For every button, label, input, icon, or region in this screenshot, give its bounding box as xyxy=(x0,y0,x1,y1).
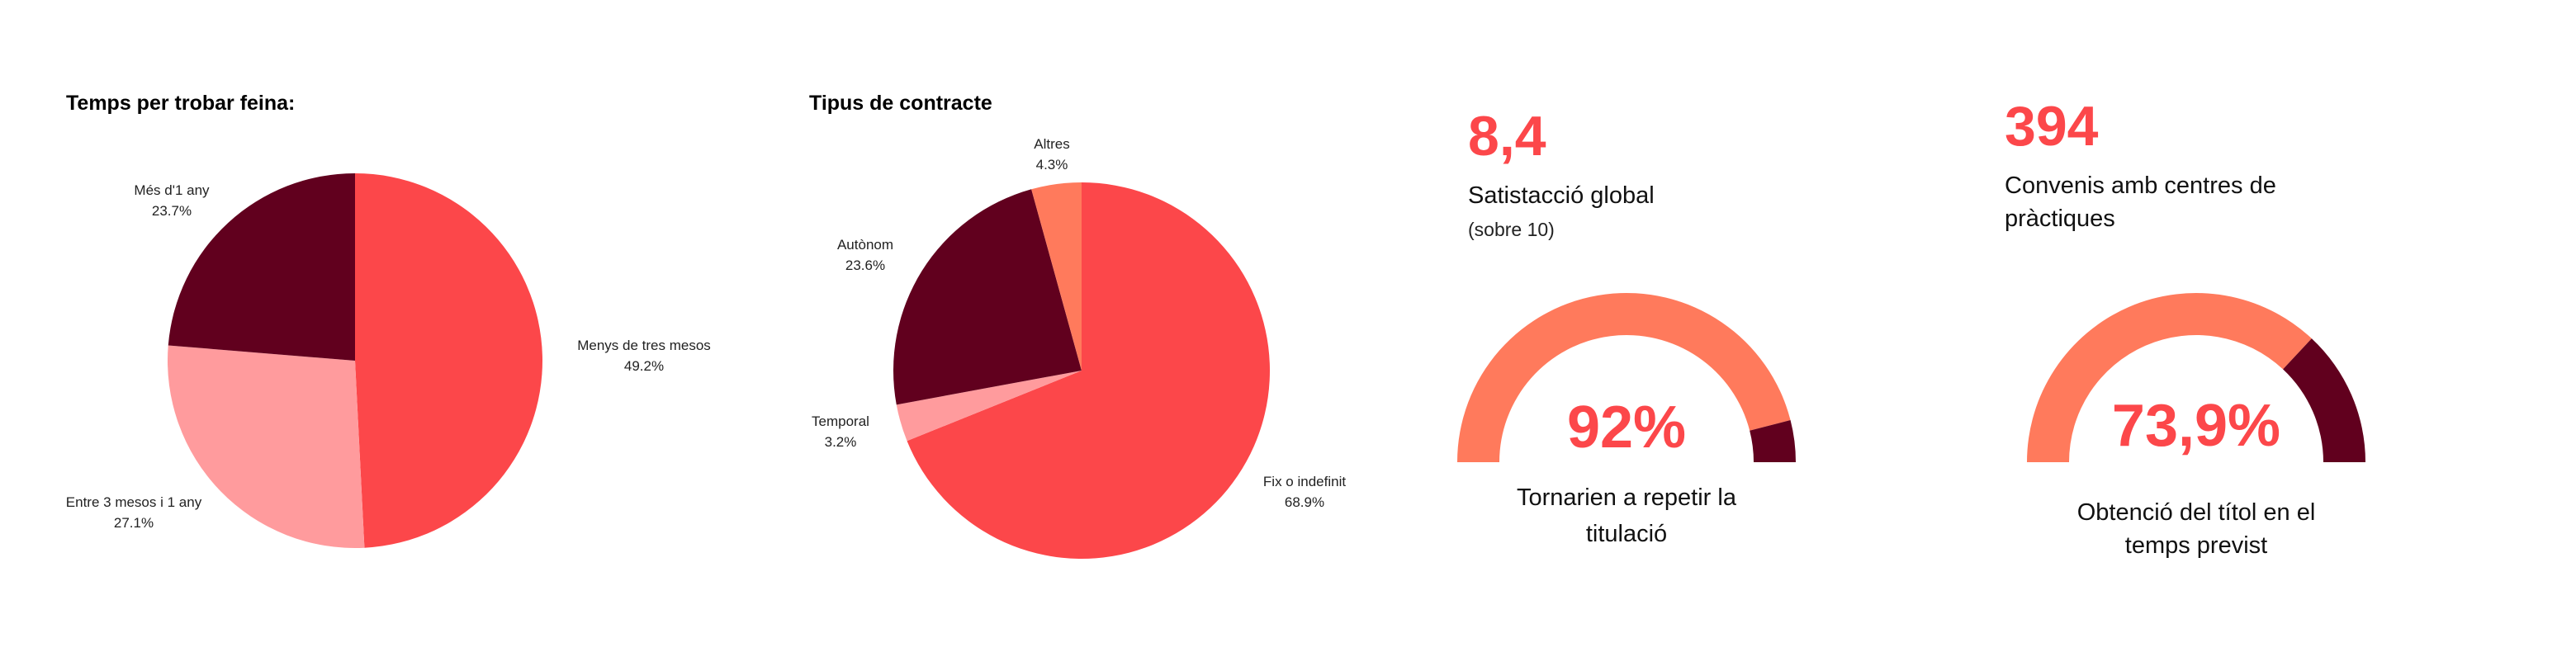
pie-labels: Menys de tres mesos 49.2% Entre 3 mesos i … xyxy=(66,182,711,531)
slice-label: Entre 3 mesos i 1 any xyxy=(66,494,202,510)
kpi-value: 8,4 xyxy=(1468,105,1546,168)
gauge-caption-line-1: Obtenció del títol en el xyxy=(2077,499,2316,526)
pie-slice-menys-de-tres-mesos xyxy=(355,173,543,548)
gauge-caption-line-1: Tornarien a repetir la xyxy=(1517,484,1737,511)
slice-label: Autònom xyxy=(837,237,893,253)
slice-value-label: 49.2% xyxy=(624,358,664,374)
slice-value-label: 23.7% xyxy=(152,203,192,219)
slice-value-label: 3.2% xyxy=(825,434,857,450)
pie-slices xyxy=(168,173,543,548)
pie-chart-contract-type: Tipus de contracte Fix o indefinit 68.9% T… xyxy=(809,92,1346,559)
gauge-arc-remaining xyxy=(1750,420,1796,462)
pie-slice-mes-d-1-any xyxy=(168,173,355,361)
kpi-label-line-1: Convenis amb centres de xyxy=(2005,172,2276,199)
kpi-label-line-2: pràctiques xyxy=(2005,206,2115,232)
pie-labels: Fix o indefinit 68.9% Temporal 3.2% Autònom 2… xyxy=(812,136,1346,510)
slice-value-label: 27.1% xyxy=(114,515,154,531)
kpi-label: Satistacció global xyxy=(1468,182,1655,209)
pie-panel-contract-type: Tipus de contracte Fix o indefinit 68.9% T… xyxy=(793,0,1437,671)
kpi-panel-agreements: 394 Convenis amb centres de pràctiques 7… xyxy=(1973,0,2576,671)
gauge-arc-filled xyxy=(2027,293,2312,462)
gauge-arc-remaining xyxy=(2283,338,2365,462)
slice-label: Altres xyxy=(1034,136,1069,152)
slice-label: Més d'1 any xyxy=(134,182,210,198)
gauge-caption-line-2: titulació xyxy=(1586,521,1667,547)
slice-value-label: 68.9% xyxy=(1285,494,1324,510)
gauge-arc-filled xyxy=(1457,292,1791,462)
pie-slice-altres xyxy=(1031,182,1082,371)
gauge-arcs xyxy=(2027,293,2365,462)
kpi-note: (sobre 10) xyxy=(1468,219,1555,240)
slice-value-label: 23.6% xyxy=(845,258,885,273)
gauge-value: 92% xyxy=(1567,395,1686,461)
pie-slice-fix-o-indefinit xyxy=(907,182,1270,559)
pie-slice-entre-3-mesos-i-1-any xyxy=(168,345,365,548)
slice-value-label: 4.3% xyxy=(1036,157,1068,172)
pie-slices xyxy=(893,182,1270,559)
slice-label: Fix o indefinit xyxy=(1263,474,1346,489)
gauge-caption-line-2: temps previst xyxy=(2125,532,2267,559)
pie-slice-autonom xyxy=(893,189,1082,405)
kpi-panel-satisfaction: 8,4 Satistacció global (sobre 10) 92% To… xyxy=(1437,0,1973,671)
chart-title: Temps per trobar feina: xyxy=(66,92,295,115)
chart-title: Tipus de contracte xyxy=(809,92,992,115)
gauge-satisfaction: 8,4 Satistacció global (sobre 10) 92% To… xyxy=(1457,105,1796,547)
gauge-graduation: 394 Convenis amb centres de pràctiques 7… xyxy=(2005,95,2365,559)
gauge-arcs xyxy=(1457,292,1796,462)
pie-panel-job-time: Temps per trobar feina: Menys de tres me… xyxy=(0,0,793,671)
slice-label: Temporal xyxy=(812,413,869,429)
gauge-value: 73,9% xyxy=(2112,393,2280,459)
slice-label: Menys de tres mesos xyxy=(577,338,711,353)
kpi-value: 394 xyxy=(2005,95,2099,158)
pie-slice-temporal xyxy=(896,371,1082,442)
pie-chart-job-time: Temps per trobar feina: Menys de tres me… xyxy=(66,92,711,548)
